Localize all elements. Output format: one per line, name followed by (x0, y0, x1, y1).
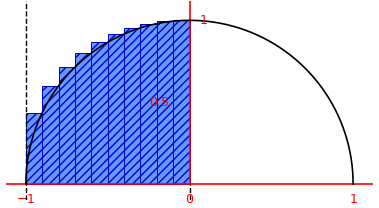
Bar (42, 86, 59, 184)
Bar (108, 34, 124, 184)
Text: $0.5$: $0.5$ (149, 96, 170, 109)
Bar (59, 67, 75, 184)
Bar (157, 21, 173, 184)
Text: $1$: $1$ (199, 14, 208, 27)
Text: $-1$: $-1$ (16, 193, 36, 206)
Text: $0$: $0$ (185, 193, 194, 206)
Bar (91, 42, 108, 184)
Bar (124, 28, 140, 184)
Text: $1$: $1$ (349, 193, 357, 206)
Bar (140, 24, 157, 184)
Bar (173, 20, 190, 184)
Bar (26, 113, 42, 184)
Bar (75, 53, 91, 184)
